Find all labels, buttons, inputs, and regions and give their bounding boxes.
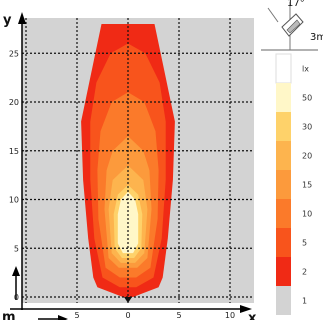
legend-label-2: 2 xyxy=(302,268,307,277)
legend-label-5: 5 xyxy=(302,239,307,248)
x-tick-label: 10 xyxy=(225,311,235,320)
lamp-lens-icon xyxy=(286,19,301,34)
legend-swatch-20 xyxy=(276,141,291,170)
legend-swatch-50 xyxy=(276,83,291,112)
legend-swatch-2 xyxy=(276,257,291,286)
y-tick-label: 25 xyxy=(9,49,19,58)
x-tick-label: 5 xyxy=(176,311,181,320)
legend-swatch-lx xyxy=(275,53,292,84)
unit-label-m: m xyxy=(2,310,16,320)
lamp-angle-line xyxy=(267,7,279,23)
legend-swatch-5 xyxy=(276,228,291,257)
y-axis-arrow-icon xyxy=(18,12,26,24)
legend-label-20: 20 xyxy=(302,152,312,161)
y-tick-label: 10 xyxy=(9,196,19,205)
legend-label-15: 15 xyxy=(302,181,312,190)
scale-arrow-up-icon xyxy=(12,266,20,276)
legend-swatch-15 xyxy=(276,170,291,199)
legend-swatch-10 xyxy=(276,199,291,228)
legend-label-10: 10 xyxy=(302,210,312,219)
y-tick-label: 0 xyxy=(14,293,19,302)
x-tick-label: 5 xyxy=(74,311,79,320)
y-tick-label: 15 xyxy=(9,147,19,156)
y-tick-label: 5 xyxy=(14,244,19,253)
x-axis-arrow-icon xyxy=(240,305,252,313)
legend-swatch-30 xyxy=(276,112,291,141)
scale-arrow-right-icon xyxy=(58,315,68,323)
lamp-height-label: 3m xyxy=(310,32,323,43)
legend-label-lx: lx xyxy=(302,65,309,74)
luminaire-marker-icon xyxy=(124,297,132,303)
legend-label-1: 1 xyxy=(302,297,307,306)
legend-swatch-1 xyxy=(276,286,291,315)
y-axis-label: y xyxy=(3,13,12,28)
y-tick-label: 20 xyxy=(9,98,19,107)
x-axis-label: x xyxy=(248,311,257,320)
lamp-angle-label: 17° xyxy=(287,0,305,9)
legend-label-50: 50 xyxy=(302,94,312,103)
x-tick-label: 0 xyxy=(125,311,130,320)
legend-label-30: 30 xyxy=(302,123,312,132)
